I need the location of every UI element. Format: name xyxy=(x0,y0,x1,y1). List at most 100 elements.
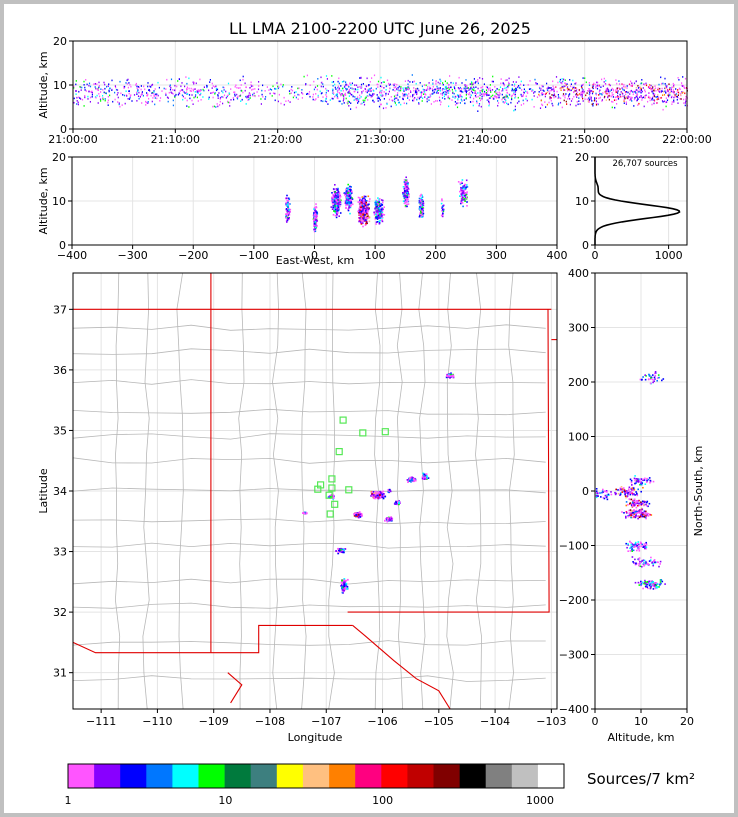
source-point xyxy=(151,92,153,94)
source-point xyxy=(629,492,632,495)
source-point xyxy=(285,197,288,199)
source-point xyxy=(473,82,475,84)
source-point xyxy=(511,89,513,92)
source-point xyxy=(470,90,473,93)
source-point xyxy=(650,84,652,87)
source-point xyxy=(657,87,659,90)
source-point xyxy=(242,78,244,81)
source-point xyxy=(536,96,539,98)
source-point xyxy=(625,542,627,545)
source-point xyxy=(349,189,351,191)
source-point xyxy=(631,543,633,545)
source-point xyxy=(369,198,371,200)
source-point xyxy=(129,84,131,86)
source-point xyxy=(374,201,376,204)
source-point xyxy=(360,223,363,225)
source-point xyxy=(392,89,394,91)
source-point xyxy=(331,97,333,100)
source-point xyxy=(580,85,583,88)
source-point xyxy=(222,96,224,99)
source-point xyxy=(338,198,341,200)
source-point xyxy=(315,216,317,218)
source-point xyxy=(389,490,392,493)
source-point xyxy=(466,85,468,87)
source-point xyxy=(336,207,339,210)
source-point xyxy=(624,91,627,93)
altitude-tick-label: 10 xyxy=(52,195,66,208)
source-point xyxy=(212,85,214,87)
east-west-tick-label: 100 xyxy=(365,249,386,262)
source-point xyxy=(115,86,117,89)
source-point xyxy=(589,91,591,94)
source-point xyxy=(463,189,466,191)
source-point xyxy=(477,95,479,98)
source-point xyxy=(505,99,507,102)
source-point xyxy=(644,89,646,91)
source-point xyxy=(295,91,297,93)
source-point xyxy=(236,97,239,100)
source-point xyxy=(378,216,380,218)
source-point xyxy=(439,99,441,102)
source-point xyxy=(448,88,450,91)
source-point xyxy=(479,97,481,100)
source-point xyxy=(229,101,231,104)
source-point xyxy=(369,90,371,93)
source-point xyxy=(442,204,445,207)
source-point xyxy=(485,93,487,95)
source-point xyxy=(346,578,349,581)
source-point xyxy=(137,89,139,91)
source-point xyxy=(630,512,633,514)
source-point xyxy=(500,78,502,80)
source-point xyxy=(435,91,437,94)
source-point xyxy=(413,480,415,483)
source-point xyxy=(395,104,397,106)
source-point xyxy=(640,513,642,516)
source-point xyxy=(303,512,306,515)
source-point xyxy=(365,85,367,88)
source-point xyxy=(364,217,367,219)
source-point xyxy=(627,91,629,94)
source-point xyxy=(94,83,96,85)
source-point xyxy=(553,96,555,99)
source-point xyxy=(367,99,369,101)
source-point xyxy=(107,99,109,102)
source-point xyxy=(76,100,78,102)
source-point xyxy=(316,85,319,87)
source-point xyxy=(666,86,668,88)
source-point xyxy=(555,86,557,88)
source-point xyxy=(109,87,111,90)
source-point xyxy=(338,205,341,207)
source-point xyxy=(346,187,348,189)
source-point xyxy=(334,210,336,213)
source-point xyxy=(637,542,639,545)
source-point xyxy=(572,79,574,82)
source-point xyxy=(465,186,467,188)
source-point xyxy=(375,221,378,223)
source-point xyxy=(392,83,394,86)
source-point xyxy=(382,81,384,83)
station-marker xyxy=(325,491,333,499)
source-point xyxy=(523,102,525,105)
source-point xyxy=(634,504,636,506)
source-point xyxy=(239,95,241,97)
source-point xyxy=(488,104,490,107)
source-point xyxy=(374,207,376,210)
state-border xyxy=(227,672,243,704)
source-point xyxy=(647,505,649,508)
source-point xyxy=(670,96,673,99)
source-point xyxy=(570,89,572,92)
source-point xyxy=(632,510,635,512)
source-point xyxy=(641,511,644,514)
source-point xyxy=(350,108,352,110)
source-point xyxy=(648,87,650,89)
source-point xyxy=(532,90,534,92)
source-point xyxy=(642,559,645,561)
source-point xyxy=(360,209,363,212)
source-point xyxy=(608,93,610,95)
source-point xyxy=(494,91,496,93)
source-point xyxy=(635,512,637,515)
source-point xyxy=(440,93,442,95)
source-point xyxy=(149,85,151,88)
source-point xyxy=(439,89,441,92)
source-point xyxy=(642,479,644,482)
